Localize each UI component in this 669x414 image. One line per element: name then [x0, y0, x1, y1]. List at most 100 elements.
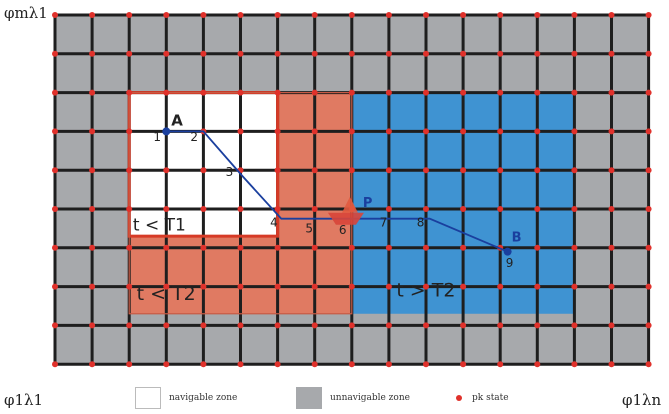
state-node: [423, 167, 429, 174]
state-node: [126, 50, 133, 57]
state-node: [126, 244, 133, 251]
grid-cell: [463, 15, 501, 54]
state-node: [126, 322, 133, 329]
state-node: [348, 128, 355, 135]
grid-cell: [129, 53, 167, 93]
diagram-labels: A B P t < T1 t < T2 t > T2: [133, 111, 522, 305]
state-node: [89, 283, 96, 290]
state-node: [497, 283, 504, 290]
grid-cell: [203, 53, 241, 93]
state-node: [348, 244, 355, 251]
state-node: [126, 283, 133, 290]
grid-cell: [129, 15, 167, 54]
grid-cell: [611, 15, 649, 54]
ship-icon: [327, 196, 364, 225]
state-node: [163, 206, 170, 212]
state-node: [534, 50, 541, 57]
state-node: [460, 12, 467, 18]
state-node: [311, 322, 318, 329]
grid-cell: [203, 15, 241, 54]
state-node: [534, 167, 541, 174]
grid-cell: [388, 15, 426, 54]
state-node: [423, 89, 429, 96]
state-node: [126, 128, 133, 135]
state-nodes: [52, 12, 652, 368]
state-node: [645, 128, 652, 135]
state-node: [311, 206, 318, 212]
point-p-label: P: [363, 196, 373, 211]
state-node: [163, 89, 170, 96]
state-node: [423, 361, 429, 368]
state-node: [311, 167, 318, 174]
state-node: [497, 167, 504, 174]
state-node: [645, 283, 652, 290]
grid-cell: [463, 325, 501, 365]
grid-cell: [55, 53, 93, 93]
state-node: [163, 244, 170, 251]
state-node: [645, 12, 652, 18]
state-node: [571, 128, 578, 135]
legend-unnavigable: unnavigable zone: [296, 386, 410, 410]
state-node: [89, 128, 96, 135]
grid-cell: [92, 247, 130, 287]
state-node: [274, 50, 281, 57]
state-node: [274, 361, 281, 368]
state-node: [89, 244, 96, 251]
grid-cell: [240, 53, 278, 93]
state-node: [645, 322, 652, 329]
state-node: [274, 12, 281, 18]
state-node: [385, 283, 392, 290]
state-node: [89, 361, 96, 368]
grid-cell: [351, 325, 389, 365]
grid-cell: [55, 92, 93, 132]
grid-cell: [574, 286, 612, 326]
state-node: [534, 128, 541, 135]
state-node: [126, 89, 133, 96]
path-step-number: 9: [506, 256, 514, 270]
grid-cell: [537, 15, 575, 54]
state-node: [385, 167, 392, 174]
point-a-label: A: [171, 111, 183, 129]
grid-cell: [611, 247, 649, 287]
corner-bottom-left-label: φ1λ1: [4, 391, 44, 409]
state-node: [385, 89, 392, 96]
state-node: [460, 206, 467, 212]
grid-cell: [574, 15, 612, 54]
path-step-number: 2: [190, 130, 198, 144]
state-node: [274, 167, 281, 174]
state-node: [460, 50, 467, 57]
state-node: [200, 322, 207, 329]
legend-unnavigable-swatch: [296, 387, 322, 409]
grid-cell: [611, 53, 649, 93]
state-node: [608, 206, 615, 212]
corner-bottom-right-label: φ1λn: [622, 391, 662, 409]
path-step-number: 7: [380, 215, 388, 229]
grid-cell: [92, 15, 130, 54]
state-node: [645, 244, 652, 251]
legend-navigable-swatch: [135, 387, 161, 409]
grid-cell: [574, 170, 612, 209]
corner-top-left-label: φmλ1: [4, 4, 48, 22]
state-node: [200, 50, 207, 57]
state-node: [237, 12, 244, 18]
grid-cell: [92, 92, 130, 132]
state-node: [348, 283, 355, 290]
state-node: [348, 50, 355, 57]
state-node: [274, 128, 281, 135]
state-node: [163, 50, 170, 57]
state-node: [348, 89, 355, 96]
state-node: [608, 283, 615, 290]
grid-cell: [426, 53, 464, 93]
state-node: [200, 361, 207, 368]
state-node: [52, 128, 58, 135]
grid-cell: [277, 15, 315, 54]
legend-unnavigable-label: unnavigable zone: [330, 393, 410, 403]
state-node: [52, 244, 58, 251]
state-node: [52, 89, 58, 96]
state-node: [274, 322, 281, 329]
state-node: [237, 206, 244, 212]
state-node: [311, 12, 318, 18]
zone-navigable-label: t < T1: [133, 215, 186, 235]
state-node: [423, 128, 429, 135]
state-node: [52, 322, 58, 329]
